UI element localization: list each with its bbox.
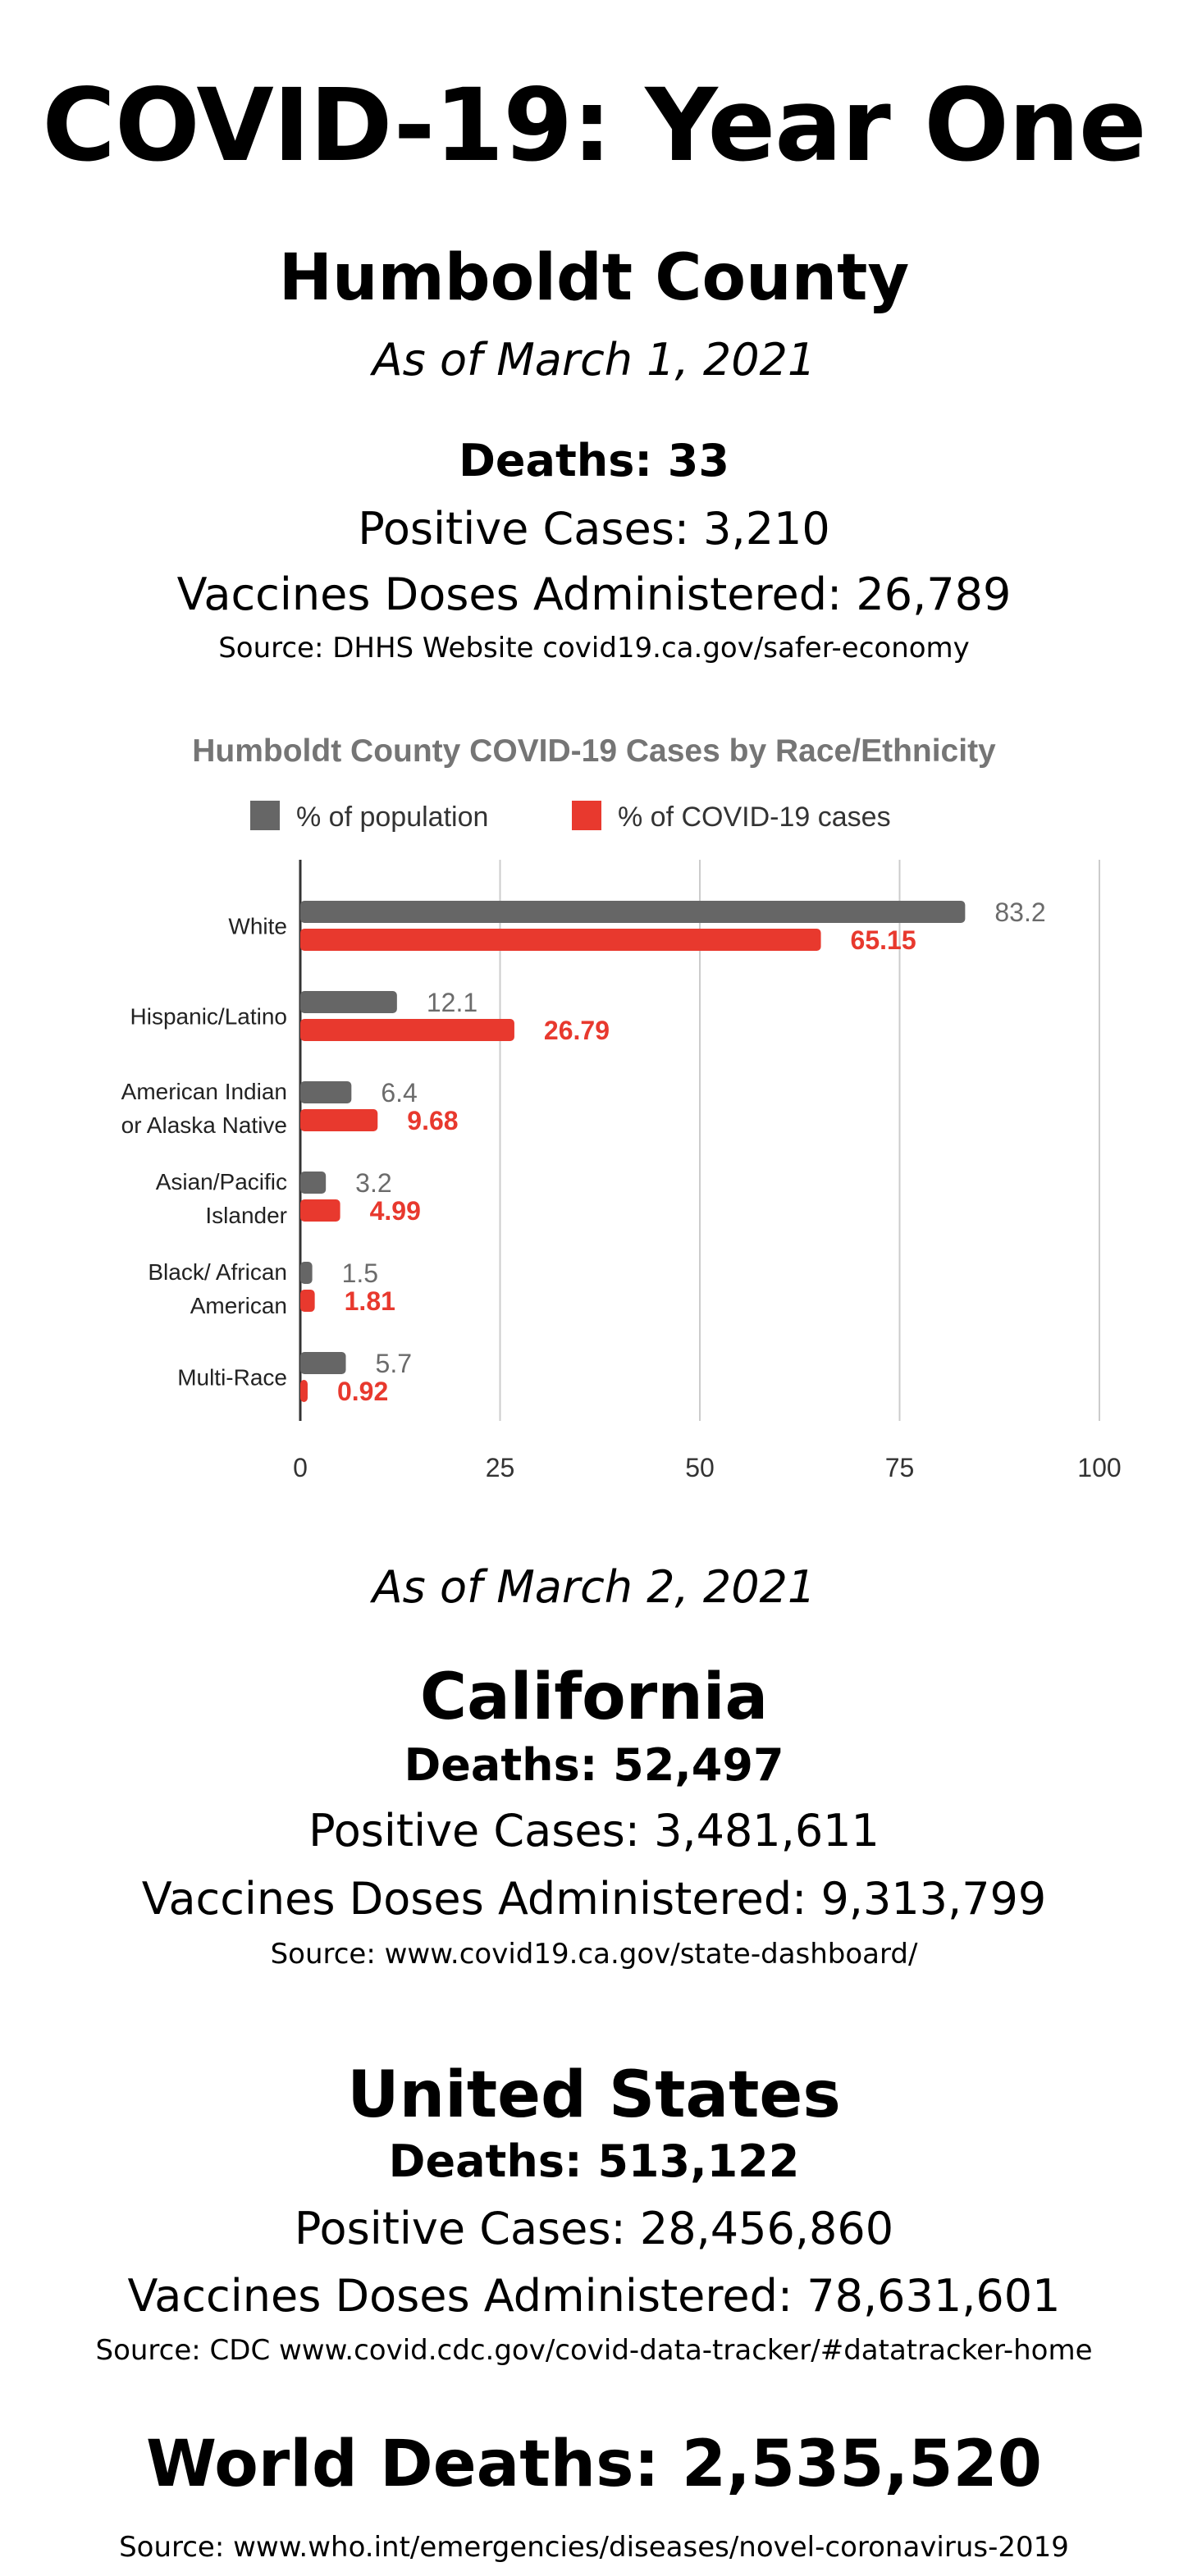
california-deaths: Deaths: 52,497	[404, 1739, 784, 1791]
covid-cases-bar	[300, 1290, 315, 1312]
legend-swatch	[572, 801, 601, 830]
us-vaccines: Vaccines Doses Administered: 78,631,601	[127, 2270, 1061, 2322]
category-label: American Indian	[121, 1079, 287, 1104]
x-tick-label: 25	[486, 1453, 515, 1482]
population-bar	[300, 1081, 352, 1103]
category-label: or Alaska Native	[121, 1112, 287, 1138]
covid-cases-value-label: 9.68	[407, 1106, 458, 1135]
category-label: American	[190, 1293, 287, 1318]
us-heading: United States	[347, 2058, 841, 2132]
california-vaccines: Vaccines Doses Administered: 9,313,799	[141, 1873, 1047, 1925]
population-value-label: 12.1	[427, 988, 477, 1017]
chart-grid	[299, 860, 1100, 1421]
category-label: White	[228, 914, 287, 939]
chart-x-ticks: 0 25 50 75 100	[293, 1453, 1122, 1482]
humboldt-heading: Humboldt County	[278, 241, 910, 315]
california-source: Source: www.covid19.ca.gov/state-dashboa…	[270, 1938, 918, 1971]
x-tick-label: 100	[1077, 1453, 1121, 1482]
world-source: Source: www.who.int/emergencies/diseases…	[119, 2531, 1069, 2564]
population-bar	[300, 991, 397, 1013]
x-tick-label: 0	[293, 1453, 308, 1482]
us-source: Source: CDC www.covid.cdc.gov/covid-data…	[95, 2334, 1093, 2367]
population-bar	[300, 1262, 313, 1284]
world-deaths: World Deaths: 2,535,520	[145, 2428, 1043, 2501]
population-bar	[300, 1172, 327, 1194]
covid-cases-value-label: 1.81	[345, 1286, 395, 1316]
humboldt-vaccines: Vaccines Doses Administered: 26,789	[176, 569, 1012, 620]
x-tick-label: 75	[885, 1453, 915, 1482]
california-heading: California	[419, 1660, 769, 1734]
category-label: Islander	[205, 1203, 287, 1228]
us-cases: Positive Cases: 28,456,860	[294, 2203, 894, 2254]
covid-cases-bar	[300, 929, 821, 951]
race-ethnicity-chart: Humboldt County COVID-19 Cases by Race/E…	[121, 733, 1122, 1482]
us-deaths: Deaths: 513,122	[388, 2135, 800, 2187]
covid-cases-bar	[300, 1199, 340, 1222]
covid-cases-value-label: 4.99	[370, 1196, 421, 1226]
population-bar	[300, 1352, 346, 1374]
covid-cases-value-label: 26.79	[544, 1016, 610, 1045]
population-bar	[300, 901, 966, 923]
page-title: COVID-19: Year One	[42, 67, 1146, 184]
california-date: As of March 2, 2021	[372, 1561, 816, 1613]
covid-cases-bar	[300, 1109, 378, 1131]
population-value-label: 5.7	[376, 1349, 412, 1378]
category-label: Asian/Pacific	[156, 1169, 287, 1194]
humboldt-date: As of March 1, 2021	[372, 334, 816, 386]
population-value-label: 83.2	[994, 897, 1045, 927]
humboldt-source: Source: DHHS Website covid19.ca.gov/safe…	[218, 632, 970, 665]
humboldt-deaths: Deaths: 33	[459, 435, 729, 486]
population-value-label: 3.2	[355, 1168, 391, 1198]
category-label: Black/ African	[148, 1259, 287, 1285]
legend-label: % of population	[296, 802, 488, 833]
humboldt-cases: Positive Cases: 3,210	[358, 503, 830, 555]
chart-title: Humboldt County COVID-19 Cases by Race/E…	[192, 733, 996, 769]
population-value-label: 6.4	[381, 1078, 417, 1108]
x-tick-label: 50	[685, 1453, 715, 1482]
covid-cases-value-label: 65.15	[851, 925, 916, 955]
category-label: Multi-Race	[177, 1365, 287, 1391]
legend-label: % of COVID-19 cases	[618, 802, 891, 833]
chart-categories: White Hispanic/Latino American Indian or Al…	[121, 914, 287, 1391]
legend-swatch	[250, 801, 280, 830]
covid-cases-bar	[300, 1019, 514, 1041]
chart-legend: % of population % of COVID-19 cases	[250, 801, 891, 833]
population-value-label: 1.5	[342, 1258, 378, 1288]
covid-cases-value-label: 0.92	[337, 1377, 388, 1406]
covid-cases-bar	[300, 1380, 308, 1402]
category-label: Hispanic/Latino	[130, 1004, 287, 1030]
chart-bars: 83.2 65.15 12.1 26.79 6.49.68 3.24.99 1.51.81 5…	[300, 897, 1046, 1406]
california-cases: Positive Cases: 3,481,611	[308, 1805, 880, 1857]
